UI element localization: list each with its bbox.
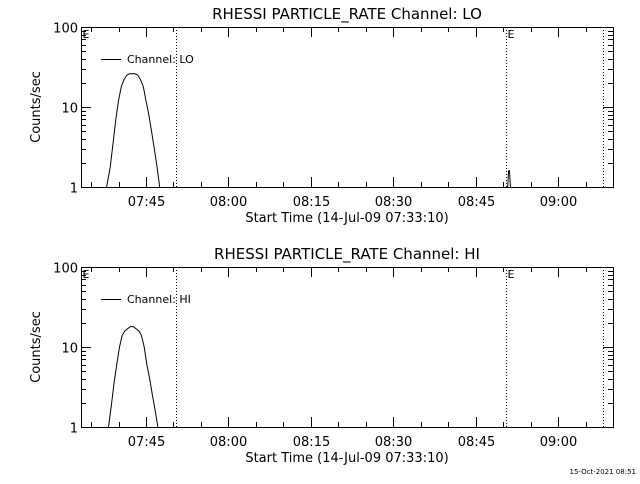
y-tick-label: 100 — [53, 262, 78, 277]
plot-frame — [81, 267, 614, 428]
event-marker: E — [508, 268, 515, 281]
generation-timestamp: 15-Oct-2021 08:51 — [570, 468, 636, 476]
legend: Channel: HI — [101, 293, 191, 306]
chart-title: RHESSI PARTICLE_RATE Channel: HI — [214, 245, 480, 264]
series-line — [106, 73, 161, 188]
x-axis-label: Start Time (14-Jul-09 07:33:10) — [245, 451, 448, 466]
y-tick-label: 10 — [61, 342, 78, 357]
x-tick-label: 08:15 — [293, 435, 330, 450]
y-tick-label: 100 — [53, 22, 78, 37]
plot-frame — [81, 27, 614, 188]
y-tick-label: 1 — [70, 182, 78, 197]
x-tick-label: 07:45 — [128, 195, 165, 210]
x-tick-label: 08:00 — [210, 195, 247, 210]
chart-panel: RHESSI PARTICLE_RATE Channel: LO E E 1 10 100… — [29, 5, 614, 226]
series-line — [507, 170, 511, 188]
legend-label: Channel: LO — [127, 53, 194, 66]
x-axis-label: Start Time (14-Jul-09 07:33:10) — [245, 211, 448, 226]
y-tick-label: 1 — [70, 422, 78, 437]
x-tick-label: 08:30 — [375, 195, 412, 210]
x-tick-label: 09:00 — [540, 195, 577, 210]
x-tick-label: 08:30 — [375, 435, 412, 450]
x-tick-label: 08:15 — [293, 195, 330, 210]
x-tick-label: 08:00 — [210, 435, 247, 450]
x-tick-label: 07:45 — [128, 435, 165, 450]
chart-panel: RHESSI PARTICLE_RATE Channel: HI E E 1 10 100… — [29, 245, 614, 466]
x-tick-label: 09:00 — [540, 435, 577, 450]
event-marker: E — [83, 268, 90, 281]
chart-title: RHESSI PARTICLE_RATE Channel: LO — [212, 5, 482, 24]
series-line — [108, 326, 159, 428]
event-marker: E — [508, 28, 515, 41]
y-tick-label: 10 — [61, 102, 78, 117]
x-tick-label: 08:45 — [458, 195, 495, 210]
legend: Channel: LO — [101, 53, 194, 66]
x-tick-label: 08:45 — [458, 435, 495, 450]
legend-label: Channel: HI — [127, 293, 191, 306]
y-axis-label: Counts/sec — [29, 311, 44, 383]
y-axis-label: Counts/sec — [29, 71, 44, 143]
event-marker: E — [83, 28, 90, 41]
